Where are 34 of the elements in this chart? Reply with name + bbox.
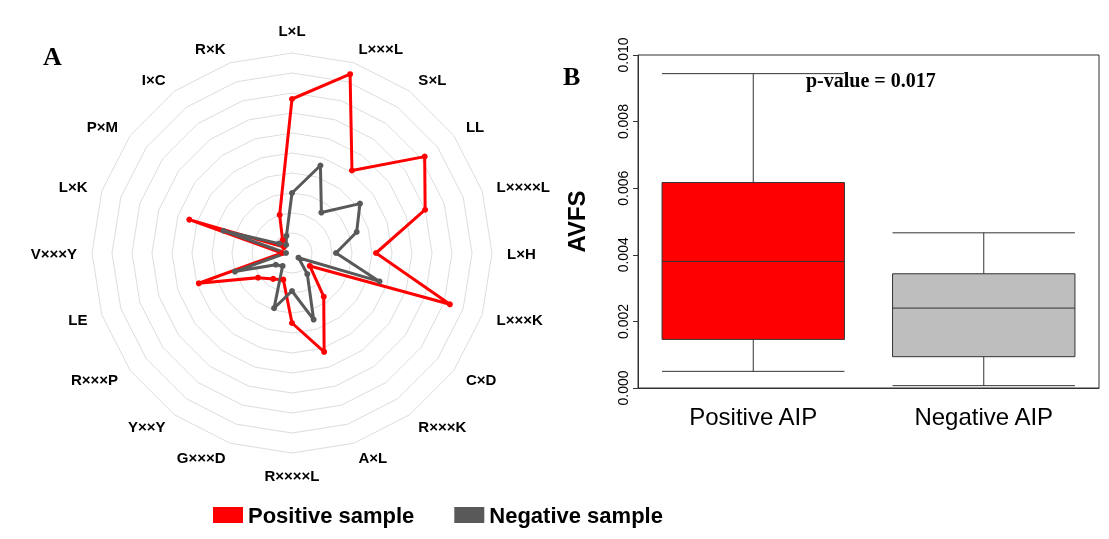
x-tick-label: Positive AIP — [689, 402, 818, 430]
spoke-label: G×××D — [176, 448, 226, 466]
spoke-label: S×L — [418, 70, 447, 88]
spoke-label: LL — [465, 118, 485, 136]
spoke-label: R×××P — [70, 370, 119, 388]
legend-label: Negative sample — [489, 502, 663, 528]
spoke-label: LE — [68, 310, 88, 328]
spoke-label: A×L — [358, 448, 388, 466]
annotation: p-value = 0.017 — [806, 69, 936, 92]
spoke-label: V×××Y — [30, 244, 77, 262]
y-tick-label: 0.000 — [615, 370, 631, 406]
spoke-label: L×L — [278, 22, 306, 39]
y-tick-label: 0.010 — [615, 37, 631, 73]
spoke-label: L×××K — [496, 310, 543, 328]
y-tick-label: 0.002 — [615, 303, 631, 339]
spoke-label: C×D — [465, 370, 497, 388]
spoke-label: L×K — [58, 178, 88, 196]
y-tick-label: 0.004 — [615, 237, 631, 273]
y-tick-label: 0.008 — [615, 103, 631, 140]
spoke-label: R×K — [195, 40, 226, 58]
text: A — [43, 41, 62, 71]
spoke-label: R×××K — [418, 418, 467, 436]
spoke-label: R××××L — [264, 467, 320, 484]
y-axis-title: AVFS — [562, 190, 590, 253]
spoke-label: Y××Y — [128, 418, 166, 436]
x-tick-label: Negative AIP — [914, 402, 1054, 430]
spoke-label: P×M — [86, 118, 119, 136]
legend-label: Positive sample — [248, 502, 415, 528]
y-tick-label: 0.006 — [615, 170, 631, 206]
spoke-label: L××××L — [496, 178, 550, 196]
chart-title: B — [563, 61, 581, 91]
spoke-label: L×H — [507, 244, 536, 262]
spoke-label: I×C — [141, 70, 166, 88]
spoke-label: L×××L — [358, 40, 404, 58]
